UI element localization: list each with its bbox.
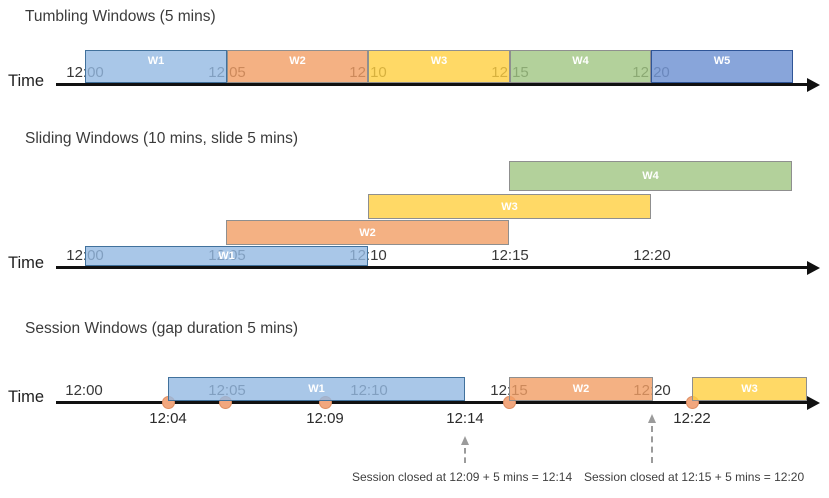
session-closed-note-2: Session closed at 12:15 + 5 mins = 12:20 (584, 470, 805, 484)
window-bar-label: W5 (713, 55, 731, 67)
window-bar-label: W3 (741, 383, 758, 395)
dashed-up-arrow-icon (460, 436, 469, 463)
axis-arrow-icon (807, 395, 820, 410)
axis-line (56, 401, 810, 404)
window-bar-label: W1 (308, 383, 325, 395)
event-time-label: 12:22 (673, 410, 711, 427)
event-time-label: 12:14 (446, 410, 484, 427)
time-tick-label: 12:00 (65, 382, 103, 399)
window-bar-label: W2 (572, 383, 590, 395)
window-bar-label: W3 (501, 200, 518, 213)
time-tick-label: 12:20 (633, 247, 671, 264)
time-axis-title-sliding: Time (8, 254, 45, 272)
window-bar-w3: W3 (368, 194, 651, 219)
window-bar-w2: W2 (509, 377, 653, 401)
window-bar-w3: W3 (368, 50, 510, 83)
window-bar-label: W2 (289, 55, 306, 67)
window-bar-label: W1 (218, 250, 235, 262)
event-time-label: 12:09 (306, 410, 344, 427)
time-axis-title-tumbling: Time (8, 72, 45, 90)
axis-arrow-icon (807, 77, 820, 92)
session-closed-note-1: Session closed at 12:09 + 5 mins = 12:14 (352, 470, 573, 484)
dashed-up-arrow-icon (647, 414, 656, 463)
window-bar-w2: W2 (227, 50, 368, 83)
window-bar-w4: W4 (510, 50, 651, 83)
section-title-tumbling: Tumbling Windows (5 mins) (25, 8, 216, 25)
window-bar-w1: W1 (168, 377, 465, 401)
section-title-session: Session Windows (gap duration 5 mins) (25, 320, 299, 337)
window-bar-label: W3 (430, 55, 448, 67)
window-bar-w2: W2 (226, 220, 509, 245)
section-title-sliding: Sliding Windows (10 mins, slide 5 mins) (25, 130, 299, 147)
window-bar-w4: W4 (509, 161, 792, 191)
window-bar-w1: W1 (85, 246, 368, 266)
dashed-line (651, 426, 653, 463)
axis-line (56, 83, 810, 86)
axis-arrow-icon (807, 260, 820, 275)
window-bar-label: W4 (572, 55, 589, 67)
time-tick-label: 12:15 (491, 247, 529, 264)
window-bar-w3: W3 (692, 377, 807, 401)
arrowhead-up-icon (647, 414, 656, 423)
window-bar-label: W2 (359, 226, 376, 239)
window-bar-w1: W1 (85, 50, 227, 83)
axis-line (56, 266, 810, 269)
arrowhead-up-icon (460, 436, 469, 445)
dashed-line (464, 448, 466, 463)
window-bar-w5: W5 (651, 50, 793, 83)
window-bar-label: W1 (147, 55, 165, 67)
window-bar-label: W4 (642, 170, 659, 182)
time-axis-title-session: Time (8, 388, 45, 406)
event-time-label: 12:04 (149, 410, 187, 427)
